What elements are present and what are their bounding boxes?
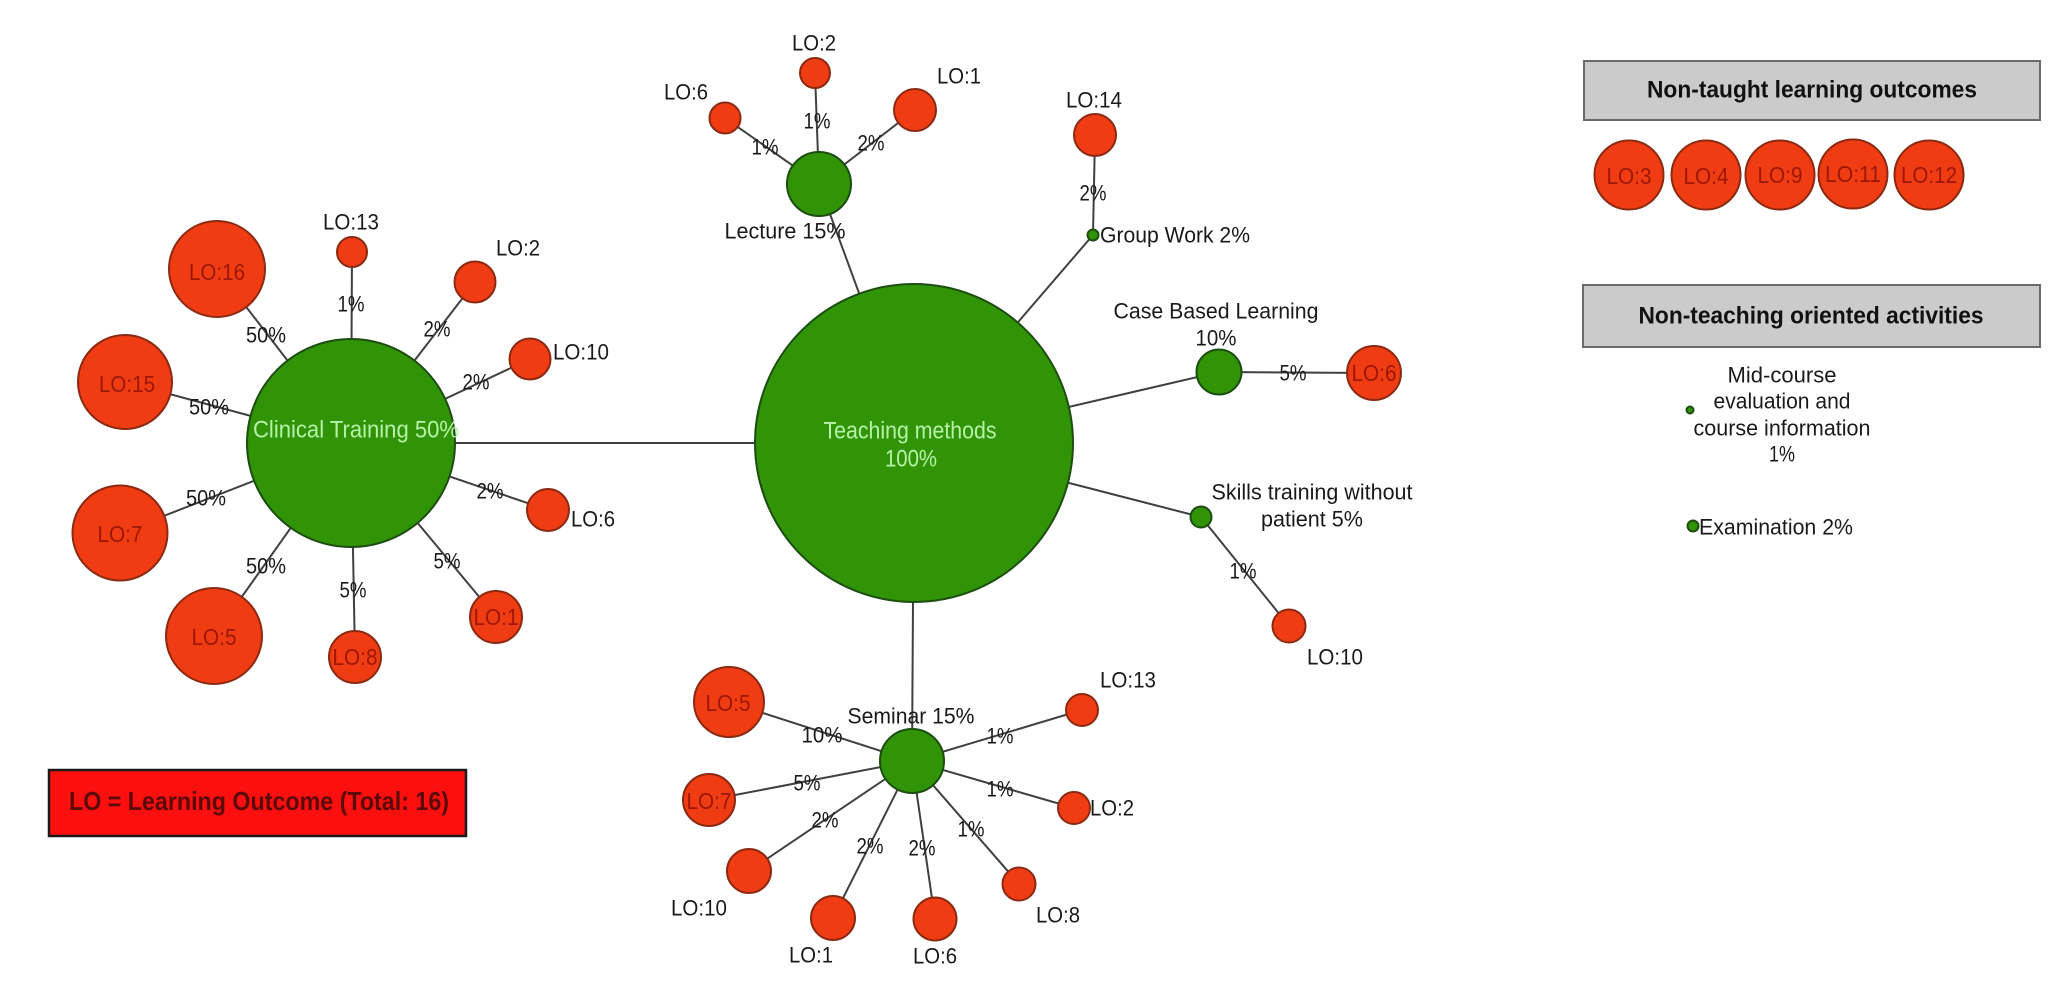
svg-text:LO:7: LO:7 xyxy=(687,788,732,814)
svg-text:Non-taught learning outcomes: Non-taught learning outcomes xyxy=(1647,77,1977,104)
svg-text:2%: 2% xyxy=(477,479,504,504)
svg-text:LO:11: LO:11 xyxy=(1825,161,1881,187)
svg-text:1%: 1% xyxy=(804,109,831,134)
svg-text:LO:6: LO:6 xyxy=(571,507,615,532)
svg-text:100%: 100% xyxy=(885,446,937,473)
svg-text:LO:6: LO:6 xyxy=(664,80,708,105)
svg-text:Teaching methods: Teaching methods xyxy=(824,418,997,445)
svg-text:50%: 50% xyxy=(189,395,229,420)
svg-text:LO:13: LO:13 xyxy=(1100,668,1156,693)
svg-text:1%: 1% xyxy=(338,292,365,317)
svg-text:LO:13: LO:13 xyxy=(323,210,379,235)
svg-text:10%: 10% xyxy=(1196,326,1237,351)
svg-text:Lecture 15%: Lecture 15% xyxy=(725,219,846,244)
svg-text:Clinical Training 50%: Clinical Training 50% xyxy=(253,417,459,444)
svg-text:50%: 50% xyxy=(186,486,226,511)
svg-text:LO:8: LO:8 xyxy=(1036,903,1080,928)
svg-text:10%: 10% xyxy=(802,723,843,748)
svg-text:LO:16: LO:16 xyxy=(189,259,245,285)
svg-text:Examination 2%: Examination 2% xyxy=(1699,515,1853,540)
svg-text:5%: 5% xyxy=(434,549,461,574)
svg-text:2%: 2% xyxy=(909,836,936,861)
svg-text:LO:15: LO:15 xyxy=(99,371,155,397)
svg-text:Mid-course: Mid-course xyxy=(1728,363,1837,388)
svg-text:50%: 50% xyxy=(246,554,286,579)
svg-text:LO:10: LO:10 xyxy=(1307,645,1363,670)
svg-text:LO:10: LO:10 xyxy=(671,896,727,921)
svg-text:LO:2: LO:2 xyxy=(496,236,540,261)
svg-text:5%: 5% xyxy=(1280,361,1307,386)
svg-text:LO:3: LO:3 xyxy=(1607,163,1652,189)
svg-text:2%: 2% xyxy=(812,808,839,833)
svg-text:2%: 2% xyxy=(858,131,885,156)
svg-text:LO:4: LO:4 xyxy=(1684,163,1729,189)
svg-text:LO:5: LO:5 xyxy=(706,690,751,716)
svg-text:LO:6: LO:6 xyxy=(913,944,957,969)
svg-text:LO:6: LO:6 xyxy=(1352,360,1397,386)
svg-text:evaluation and: evaluation and xyxy=(1714,389,1851,414)
svg-text:Skills training without: Skills training without xyxy=(1212,480,1413,505)
svg-text:50%: 50% xyxy=(246,323,286,348)
svg-text:5%: 5% xyxy=(340,578,367,603)
svg-text:1%: 1% xyxy=(987,777,1014,802)
svg-text:LO:10: LO:10 xyxy=(553,340,609,365)
svg-text:LO = Learning Outcome (Total:: LO = Learning Outcome (Total: 16) xyxy=(69,786,449,816)
svg-text:2%: 2% xyxy=(424,317,451,342)
svg-text:1%: 1% xyxy=(752,135,779,160)
svg-text:Case Based Learning: Case Based Learning xyxy=(1114,299,1319,324)
svg-text:Non-teaching oriented activiti: Non-teaching oriented activities xyxy=(1639,303,1984,330)
svg-text:1%: 1% xyxy=(1769,442,1795,467)
svg-text:LO:1: LO:1 xyxy=(474,604,519,630)
svg-text:1%: 1% xyxy=(1230,559,1257,584)
svg-text:LO:7: LO:7 xyxy=(98,521,143,547)
svg-text:5%: 5% xyxy=(794,771,821,796)
svg-text:1%: 1% xyxy=(987,724,1014,749)
svg-text:course information: course information xyxy=(1694,416,1871,441)
svg-text:Group Work 2%: Group Work 2% xyxy=(1100,223,1250,248)
svg-text:2%: 2% xyxy=(463,370,490,395)
svg-text:Seminar 15%: Seminar 15% xyxy=(848,704,975,729)
svg-text:1%: 1% xyxy=(958,817,985,842)
svg-text:LO:5: LO:5 xyxy=(192,624,237,650)
svg-text:2%: 2% xyxy=(1080,181,1107,206)
svg-text:patient 5%: patient 5% xyxy=(1261,507,1363,532)
svg-text:LO:12: LO:12 xyxy=(1901,162,1957,188)
svg-text:LO:2: LO:2 xyxy=(1090,796,1134,821)
svg-text:LO:9: LO:9 xyxy=(1758,162,1803,188)
svg-text:LO:14: LO:14 xyxy=(1066,88,1122,113)
svg-text:2%: 2% xyxy=(857,834,884,859)
svg-text:LO:1: LO:1 xyxy=(789,943,833,968)
svg-text:LO:1: LO:1 xyxy=(937,64,981,89)
svg-text:LO:2: LO:2 xyxy=(792,31,836,56)
svg-text:LO:8: LO:8 xyxy=(333,644,378,670)
